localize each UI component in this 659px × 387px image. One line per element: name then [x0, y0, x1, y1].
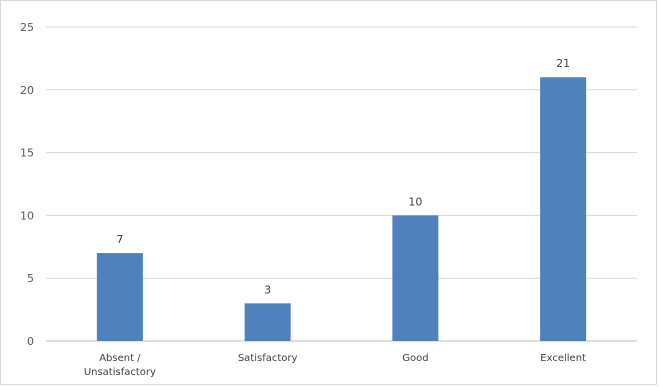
- bar: [540, 77, 587, 342]
- bar: [96, 253, 143, 341]
- y-tick-label: 5: [27, 272, 34, 285]
- data-label: 21: [556, 57, 570, 70]
- y-tick-label: 20: [20, 84, 34, 97]
- data-label: 7: [116, 233, 123, 246]
- y-tick-label: 25: [20, 21, 34, 34]
- y-tick-label: 0: [27, 335, 34, 348]
- y-tick-label: 15: [20, 147, 34, 160]
- x-tick-label: Absent / Unsatisfactory: [84, 353, 156, 378]
- data-label: 10: [408, 195, 422, 208]
- x-tick-label: Satisfactory: [238, 353, 298, 364]
- bar: [392, 215, 439, 341]
- x-tick-label: Excellent: [540, 353, 586, 364]
- x-tick-label: Good: [402, 353, 428, 364]
- data-label: 3: [264, 283, 271, 296]
- y-tick-label: 10: [20, 209, 34, 222]
- bar: [244, 303, 291, 341]
